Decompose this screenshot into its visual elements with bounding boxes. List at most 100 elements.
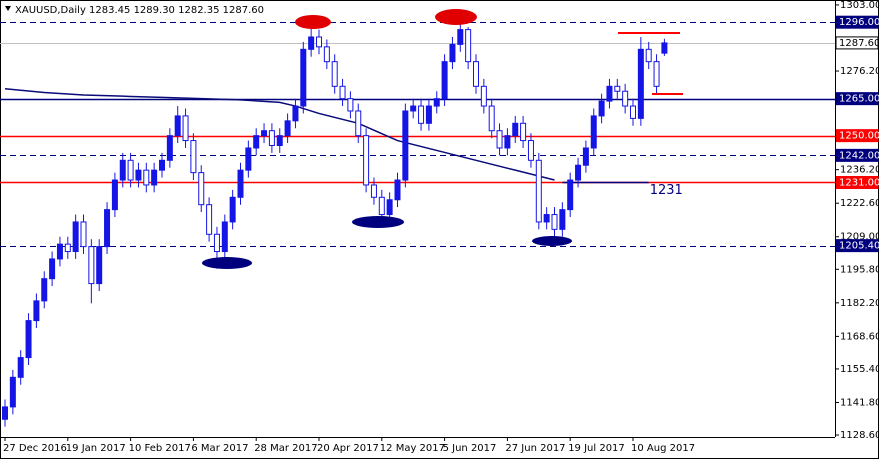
y-tick-label: 1276.20 [840, 66, 879, 77]
candle-body [363, 135, 370, 186]
symbol-icon [5, 6, 11, 11]
y-tick-label: 1303.00 [840, 0, 879, 11]
y-tick-label: 1222.60 [840, 198, 879, 209]
candle-body [637, 48, 644, 119]
x-tick-label: 20 Apr 2017 [317, 443, 379, 454]
candle-body [104, 209, 111, 248]
candle-body [433, 98, 440, 107]
candle-body [9, 376, 16, 408]
candle-body [598, 100, 605, 117]
y-tick-label: 1155.40 [840, 364, 879, 375]
candle-body [645, 48, 652, 63]
candle-body [143, 169, 150, 186]
level-label: 1265.00 [839, 94, 879, 105]
y-tick-label: 1128.60 [840, 430, 879, 441]
candle-body [96, 246, 103, 285]
candle-body [527, 140, 534, 161]
candle-body [567, 179, 574, 211]
candle-body [622, 90, 629, 107]
level-label: 1231.00 [839, 177, 879, 188]
candle-body [535, 159, 542, 223]
x-tick-label: 28 Mar 2017 [254, 443, 317, 454]
y-tick-label: 1168.60 [840, 331, 879, 342]
candle-body [402, 110, 409, 181]
candle-body [206, 204, 213, 235]
candle-body [308, 36, 315, 50]
candle-body [159, 159, 165, 171]
candle-body [606, 85, 613, 102]
candle-body [245, 147, 252, 171]
candle-body [190, 140, 197, 174]
candle-body [480, 85, 487, 107]
candle-body [653, 61, 660, 87]
candle-body [292, 105, 299, 122]
candle-body [378, 196, 385, 216]
level-label: 1242.00 [839, 150, 879, 161]
candle-body [394, 179, 401, 201]
level-label: 1250.00 [839, 131, 879, 142]
candle-body [166, 135, 173, 161]
candle-body [25, 320, 32, 359]
candle-body [229, 196, 236, 223]
candle-body [418, 105, 425, 124]
bottom-marker [352, 216, 404, 228]
candle-body [237, 169, 244, 198]
candle-body [661, 42, 668, 54]
candle-body [504, 135, 511, 149]
candle-body [473, 61, 479, 87]
bottom-marker [202, 257, 252, 269]
top-marker [435, 9, 477, 25]
trend-label: 1231 [650, 183, 683, 198]
moving-average [4, 88, 555, 181]
candle-body [457, 29, 464, 45]
candle-body [80, 221, 87, 248]
candle-body [49, 258, 56, 280]
candle-body [614, 85, 621, 92]
x-tick-label: 19 Jul 2017 [568, 443, 625, 454]
x-tick-label: 27 Jun 2017 [505, 443, 565, 454]
candle-body [559, 209, 566, 230]
candle-body [347, 98, 354, 112]
candle-body [198, 172, 205, 206]
candle-body [2, 406, 8, 420]
candle-body [386, 199, 393, 216]
candle-body [582, 147, 589, 166]
candle-body [331, 61, 338, 87]
candle-body [17, 357, 24, 378]
candle-body [41, 278, 48, 302]
x-tick-label: 10 Feb 2017 [129, 443, 191, 454]
y-tick-label: 1236.20 [840, 165, 879, 176]
candle-body [213, 233, 220, 253]
level-label: 1287.60 [839, 38, 879, 49]
x-tick-label: 12 May 2017 [380, 443, 445, 454]
x-tick-label: 6 Mar 2017 [191, 443, 248, 454]
candle-body [174, 115, 181, 137]
top-marker [295, 15, 331, 29]
candle-body [520, 122, 527, 142]
chart-title: XAUUSD,Daily 1283.45 1289.30 1282.35 128… [15, 5, 264, 16]
candle-body [512, 122, 519, 137]
candle-body [370, 184, 377, 198]
candle-body [488, 105, 495, 132]
candle-body [253, 135, 260, 149]
candle-body [339, 85, 346, 100]
candle-body [300, 48, 307, 107]
y-tick-label: 1209.00 [840, 232, 879, 243]
x-tick-label: 27 Dec 2016 [3, 443, 67, 454]
y-tick-label: 1141.80 [840, 397, 879, 408]
candle-body [465, 29, 472, 63]
candle-body [590, 115, 597, 149]
candle-body [276, 135, 283, 147]
candle-body [425, 105, 432, 124]
x-tick-label: 10 Aug 2017 [631, 443, 695, 454]
candle-body [33, 300, 40, 322]
x-tick-label: 5 Jun 2017 [443, 443, 497, 454]
candle-body [261, 130, 268, 137]
candle-body [64, 243, 71, 253]
bottom-marker [532, 236, 572, 246]
candle-body [355, 110, 362, 137]
candle-body [630, 105, 636, 119]
candle-body [575, 164, 582, 181]
level-label: 1296.00 [839, 17, 879, 28]
